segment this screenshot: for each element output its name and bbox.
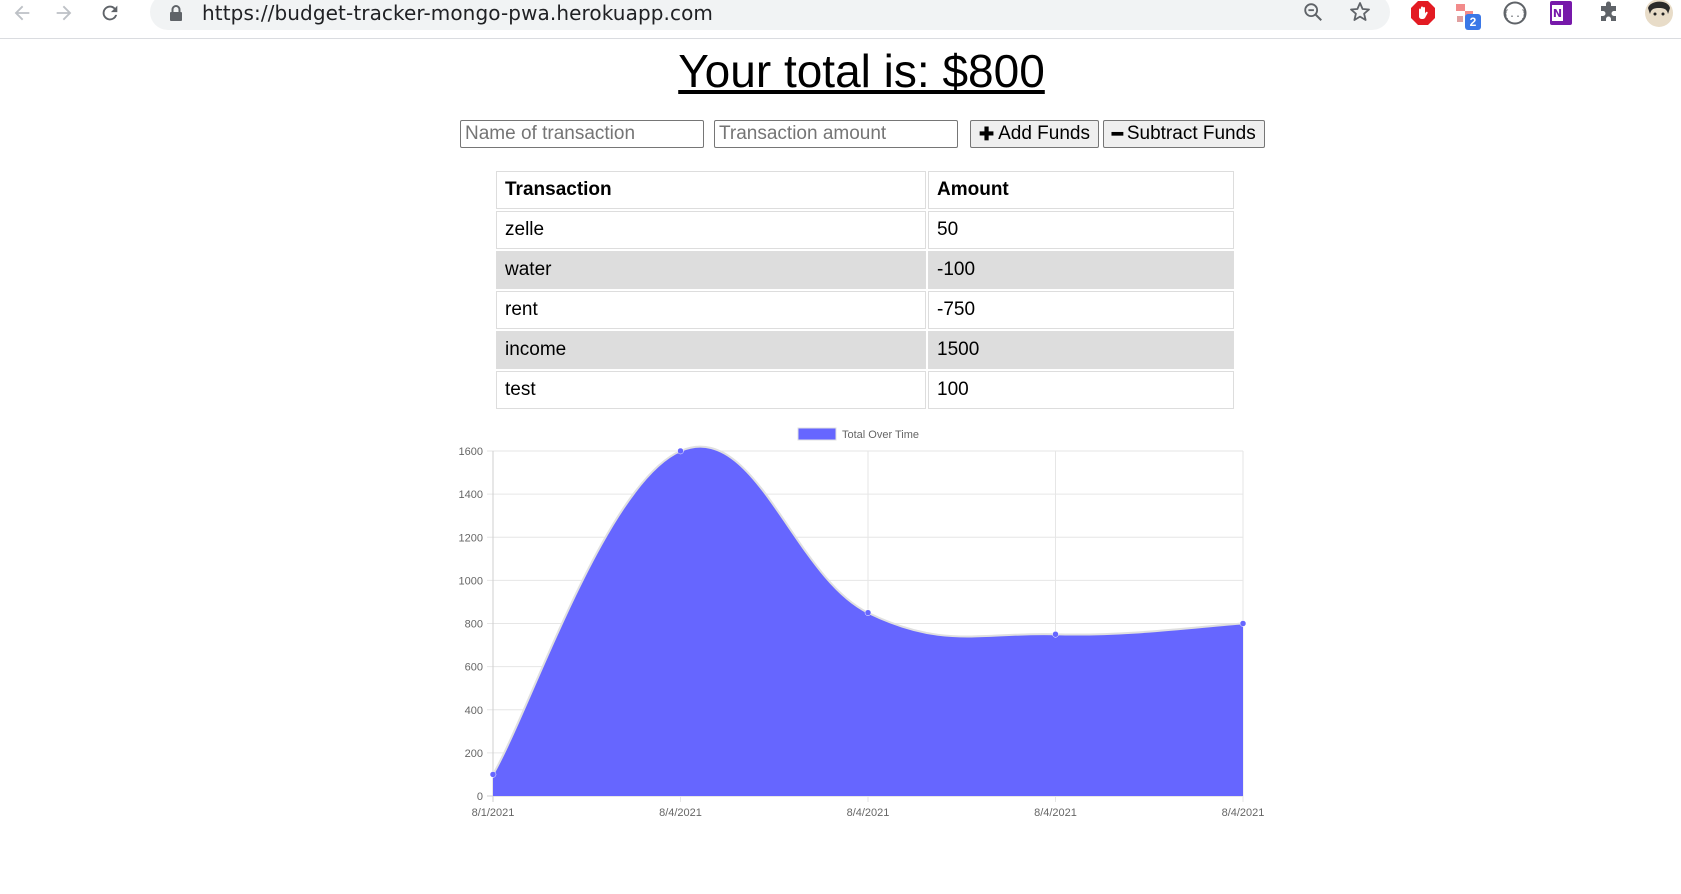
x-tick-label: 8/4/2021: [1222, 807, 1265, 819]
y-tick-label: 400: [465, 705, 483, 717]
y-tick-label: 1400: [459, 489, 483, 501]
transactions-table: Transaction Amount zelle 50 water -100 r…: [494, 169, 1236, 411]
y-tick-label: 1000: [459, 575, 483, 587]
back-arrow-icon[interactable]: [6, 0, 38, 26]
adblock-icon[interactable]: [1410, 0, 1436, 26]
amount-column-header: Amount: [928, 171, 1234, 209]
transaction-amount-cell: -100: [928, 251, 1234, 289]
transaction-name-input[interactable]: [460, 120, 704, 148]
y-tick-label: 1200: [459, 532, 483, 544]
data-point: [677, 447, 684, 455]
transaction-name-cell: rent: [496, 291, 926, 329]
chart-canvas: 0 200 400 600 800 1000 1200 1400 1600 8/1/2021 8/4…: [459, 427, 1265, 819]
table-row: zelle 50: [496, 211, 1234, 249]
transaction-amount-cell: -750: [928, 291, 1234, 329]
svg-text:N: N: [1553, 7, 1562, 20]
table-row: income 1500: [496, 331, 1234, 369]
plus-icon: ✚: [979, 123, 995, 144]
x-tick-label: 8/1/2021: [472, 807, 515, 819]
subtract-funds-button[interactable]: ━ Subtract Funds: [1103, 120, 1265, 148]
x-tick-label: 8/4/2021: [1034, 807, 1077, 819]
svg-text:{..}: {..}: [1503, 9, 1527, 20]
total-heading: Your total is: $800: [678, 45, 1045, 97]
reload-icon[interactable]: [94, 0, 126, 26]
add-funds-label: Add Funds: [998, 123, 1090, 144]
transaction-amount-input[interactable]: [714, 120, 958, 148]
series-line: [492, 445, 1244, 775]
legend-swatch: [797, 427, 837, 441]
transaction-amount-cell: 50: [928, 211, 1234, 249]
forward-arrow-icon[interactable]: [48, 0, 80, 26]
browser-toolbar: https://budget-tracker-mongo-pwa.herokua…: [0, 0, 1681, 39]
avatar[interactable]: [1644, 0, 1674, 28]
star-icon[interactable]: [1348, 0, 1372, 24]
minus-icon: ━: [1112, 123, 1123, 144]
address-bar[interactable]: https://budget-tracker-mongo-pwa.herokua…: [150, 0, 1390, 30]
extension-badge: 2: [1465, 14, 1481, 30]
puzzle-icon[interactable]: [1596, 0, 1622, 26]
transaction-name-cell: water: [496, 251, 926, 289]
total-over-time-chart: 0 200 400 600 800 1000 1200 1400 1600 8/1/2021 8/4…: [440, 424, 1280, 834]
add-funds-button[interactable]: ✚ Add Funds: [970, 120, 1099, 148]
y-tick-label: 1600: [459, 446, 483, 458]
transaction-name-cell: test: [496, 371, 926, 409]
table-row: rent -750: [496, 291, 1234, 329]
transaction-column-header: Transaction: [496, 171, 926, 209]
data-point: [864, 609, 872, 616]
x-tick-label: 8/4/2021: [659, 807, 702, 819]
transaction-amount-cell: 1500: [928, 331, 1234, 369]
table-header-row: Transaction Amount: [496, 171, 1234, 209]
subtract-funds-label: Subtract Funds: [1126, 123, 1256, 144]
y-tick-label: 600: [465, 662, 483, 674]
lock-icon: [170, 5, 182, 21]
y-tick-label: 800: [465, 619, 483, 631]
y-tick-label: 200: [465, 748, 483, 760]
data-point: [1239, 620, 1247, 627]
y-tick-label: 0: [477, 791, 483, 803]
json-viewer-icon[interactable]: {..}: [1502, 0, 1528, 26]
zoom-icon[interactable]: [1302, 1, 1324, 23]
table-row: water -100: [496, 251, 1234, 289]
table-row: test 100: [496, 371, 1234, 409]
onenote-icon[interactable]: N: [1548, 0, 1574, 26]
transaction-name-cell: income: [496, 331, 926, 369]
url-text[interactable]: https://budget-tracker-mongo-pwa.herokua…: [202, 1, 714, 25]
transaction-name-cell: zelle: [496, 211, 926, 249]
legend-label: Total Over Time: [842, 429, 919, 441]
data-point: [489, 771, 497, 778]
data-point: [1052, 631, 1059, 638]
transaction-amount-cell: 100: [928, 371, 1234, 409]
area-fill: [493, 446, 1243, 796]
x-tick-label: 8/4/2021: [847, 807, 890, 819]
